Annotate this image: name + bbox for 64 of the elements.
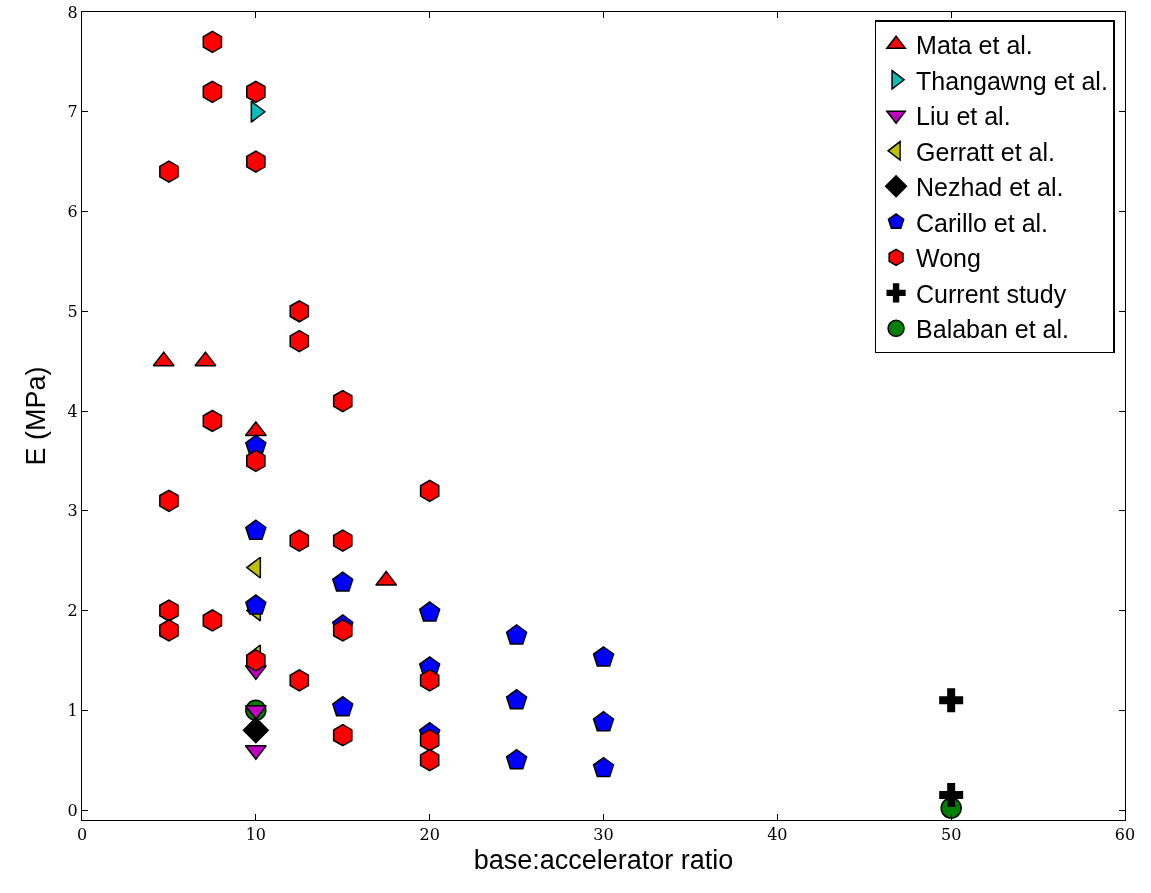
point xyxy=(202,409,223,433)
point xyxy=(245,80,266,104)
point xyxy=(159,619,179,642)
legend-label: Liu et al. xyxy=(916,102,1011,131)
legend-label: Balaban et al. xyxy=(916,315,1069,344)
point xyxy=(245,449,266,473)
point xyxy=(245,649,266,672)
point xyxy=(159,489,179,513)
point xyxy=(332,389,353,413)
point xyxy=(332,696,354,717)
point xyxy=(289,529,310,552)
y-tick-label: 6 xyxy=(67,202,78,222)
point xyxy=(332,529,353,552)
legend-label: Carillo et al. xyxy=(916,208,1049,237)
x-tick-label: 30 xyxy=(593,825,614,845)
legend-label: Current study xyxy=(916,279,1067,308)
point xyxy=(418,601,441,622)
y-tick-label: 5 xyxy=(67,301,78,321)
point xyxy=(592,646,615,667)
y-tick-label: 4 xyxy=(67,401,78,421)
x-tick-label: 50 xyxy=(940,825,962,845)
x-tick-label: 40 xyxy=(767,825,788,845)
point xyxy=(592,756,615,778)
point xyxy=(159,160,179,183)
point xyxy=(419,479,440,503)
legend-label: Nezhad et al. xyxy=(916,173,1064,202)
point xyxy=(202,80,223,104)
point xyxy=(939,688,964,713)
y-tick-label: 2 xyxy=(67,601,78,621)
y-tick-label: 8 xyxy=(67,2,78,22)
point xyxy=(159,599,179,622)
x-tick-label: 10 xyxy=(245,825,267,845)
legend-label: Thangawng et al. xyxy=(916,66,1108,95)
point xyxy=(592,710,615,732)
x-tick-label: 20 xyxy=(419,825,440,845)
y-tick-label: 1 xyxy=(67,700,78,720)
point xyxy=(245,519,267,540)
point xyxy=(332,571,354,592)
point xyxy=(505,689,528,710)
point xyxy=(289,669,310,692)
legend-label: Mata et al. xyxy=(916,31,1033,60)
point xyxy=(505,748,528,770)
point xyxy=(419,728,440,752)
point xyxy=(289,329,310,353)
point xyxy=(419,748,440,772)
point xyxy=(245,594,267,615)
point xyxy=(505,624,528,645)
point xyxy=(245,150,266,173)
y-tick-label: 3 xyxy=(67,501,78,521)
x-axis-title: base:accelerator ratio xyxy=(473,844,734,875)
legend-label: Wong xyxy=(916,244,981,273)
legend-label: Gerratt et al. xyxy=(916,137,1056,166)
point xyxy=(202,609,223,632)
y-tick-label: 7 xyxy=(67,102,78,122)
point xyxy=(289,300,310,323)
point xyxy=(202,30,223,54)
y-tick-label: 0 xyxy=(67,800,78,820)
point xyxy=(419,669,440,692)
x-tick-label: 60 xyxy=(1114,825,1136,845)
point xyxy=(332,723,353,747)
point xyxy=(939,783,964,808)
y-axis-title: E (MPa) xyxy=(20,366,51,466)
point xyxy=(332,619,353,642)
point xyxy=(242,717,269,744)
